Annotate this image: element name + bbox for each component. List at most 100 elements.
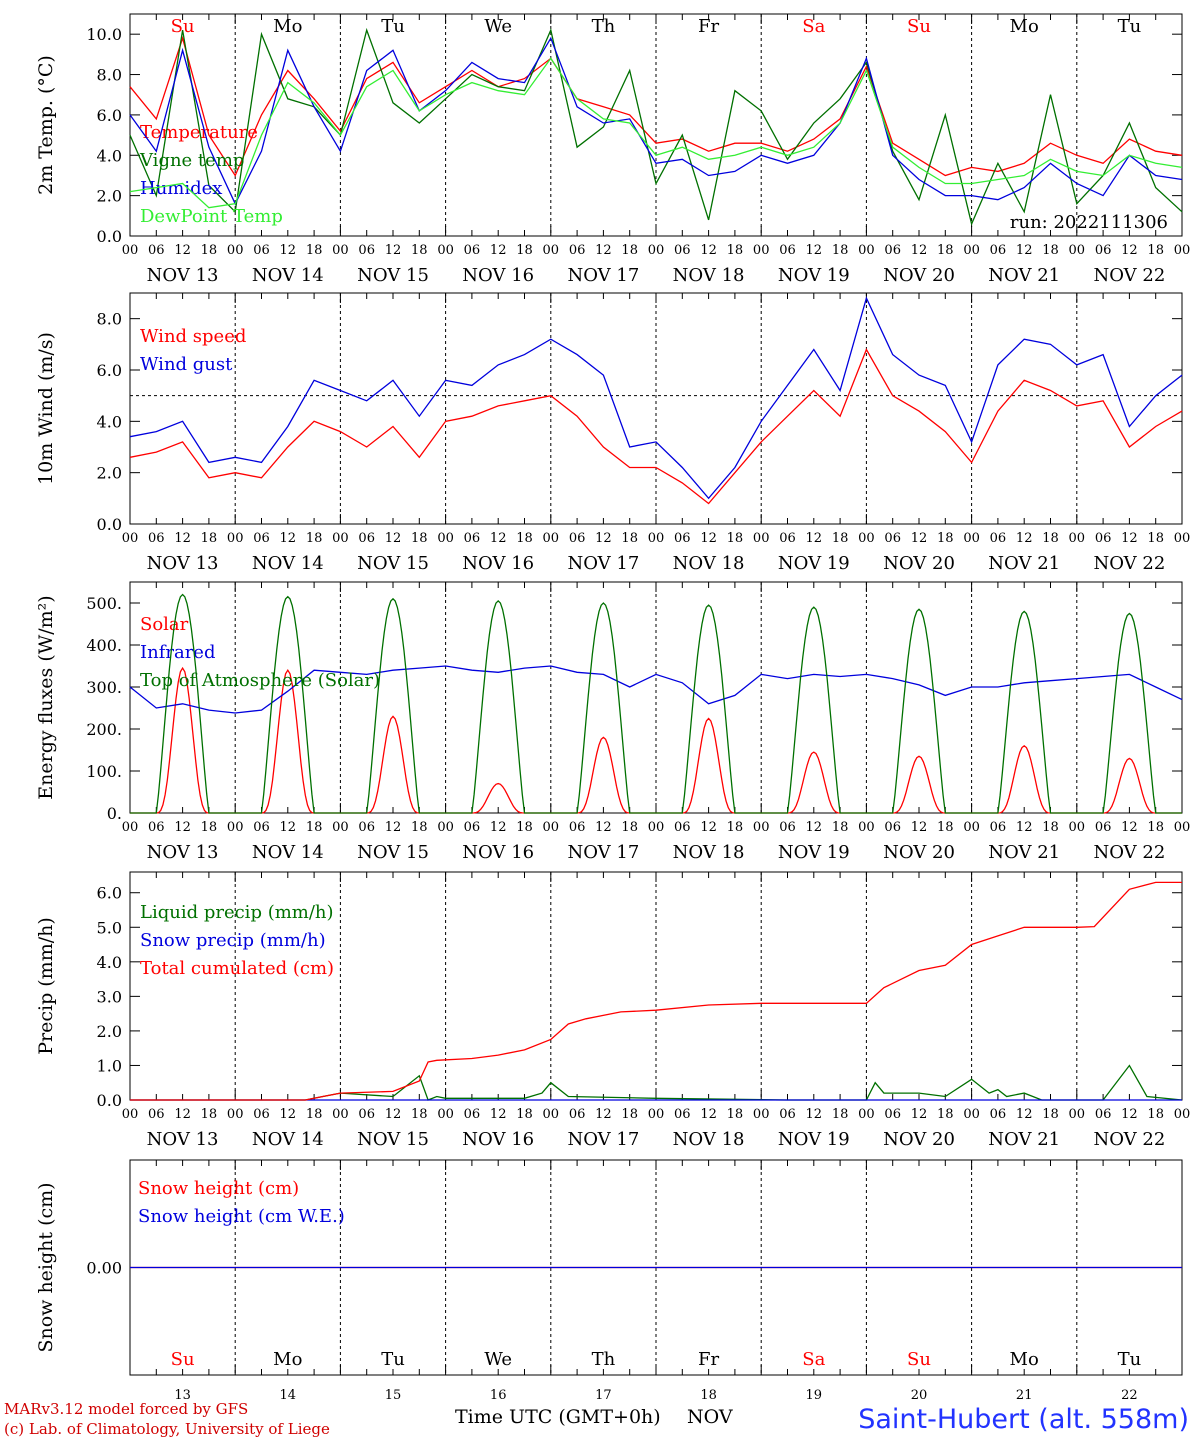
hour-label: 00 [437, 531, 454, 546]
legend-entry: Humidex [140, 178, 222, 199]
hour-label: 06 [674, 820, 691, 835]
hour-label: 18 [937, 531, 954, 546]
series-line [129, 57, 1183, 209]
hour-label: 06 [1095, 820, 1112, 835]
hour-label: 18 [516, 243, 533, 258]
day-name: Mo [1010, 16, 1039, 37]
panel-2: 0.0 2.0 4.0 6.0 8.0 10m Wind (m/s) Wind speed W… [35, 292, 1190, 574]
model-credit: MARv3.12 model forced by GFS [4, 1400, 248, 1418]
hour-label: 12 [385, 1107, 402, 1122]
hour-label: 00 [648, 531, 665, 546]
date-label: NOV 17 [567, 842, 639, 863]
hour-label: 00 [543, 531, 560, 546]
date-label: NOV 13 [147, 842, 219, 863]
day-name: Su [171, 16, 195, 37]
y-tick-label: 10.0 [86, 25, 122, 44]
y-axis-label: Energy fluxes (W/m²) [35, 595, 57, 799]
date-label: NOV 17 [567, 553, 639, 574]
date-label: NOV 14 [252, 265, 324, 286]
hour-label: 12 [700, 243, 717, 258]
hour-label: 00 [648, 243, 665, 258]
day-name: Mo [273, 16, 302, 37]
hour-label: 12 [911, 531, 928, 546]
date-label: NOV 22 [1093, 1129, 1165, 1150]
day-number: 17 [595, 1388, 612, 1403]
hour-label: 00 [858, 243, 875, 258]
day-number: 20 [911, 1388, 928, 1403]
hour-label: 18 [306, 243, 323, 258]
date-label: NOV 16 [462, 553, 534, 574]
hour-label: 06 [464, 243, 481, 258]
hour-label: 12 [806, 1107, 823, 1122]
hour-label: 06 [779, 243, 796, 258]
day-name: Mo [1010, 1349, 1039, 1370]
day-number: 19 [806, 1388, 823, 1403]
hour-label: 00 [1069, 243, 1086, 258]
hour-label: 12 [280, 1107, 297, 1122]
hour-label: 18 [832, 820, 849, 835]
hour-label: 12 [490, 1107, 507, 1122]
hour-label: 00 [753, 1107, 770, 1122]
hour-label: 06 [358, 1107, 375, 1122]
day-name: Su [907, 1349, 931, 1370]
date-label: NOV 20 [883, 553, 955, 574]
day-name: We [484, 16, 512, 37]
hour-label: 00 [1069, 1107, 1086, 1122]
hour-label: 00 [122, 1107, 139, 1122]
hour-label: 12 [490, 531, 507, 546]
hour-label: 18 [1042, 1107, 1059, 1122]
station-title: Saint-Hubert (alt. 558m) [858, 1404, 1189, 1435]
hour-label: 12 [385, 531, 402, 546]
hour-label: 18 [937, 243, 954, 258]
hour-label: 06 [884, 1107, 901, 1122]
panel-3: 0. 100. 200. 300. 400. 500. Energy fluxes (W/m… [35, 581, 1191, 863]
hour-label: 06 [253, 1107, 270, 1122]
hour-label: 12 [490, 820, 507, 835]
hour-label: 00 [1174, 820, 1191, 835]
hour-label: 12 [174, 243, 191, 258]
y-axis-label: 10m Wind (m/s) [35, 332, 57, 485]
hour-label: 18 [201, 531, 218, 546]
y-tick-label: 0.0 [97, 227, 122, 246]
hour-label: 12 [1016, 243, 1033, 258]
date-label: NOV 16 [462, 1129, 534, 1150]
hour-label: 06 [779, 531, 796, 546]
hour-label: 18 [516, 531, 533, 546]
hour-label: 06 [569, 531, 586, 546]
hour-label: 12 [1121, 820, 1138, 835]
y-tick-label: 4.0 [97, 146, 122, 165]
hour-label: 12 [280, 531, 297, 546]
hour-label: 12 [700, 531, 717, 546]
hour-label: 12 [1121, 243, 1138, 258]
hour-label: 00 [648, 820, 665, 835]
hour-label: 12 [385, 820, 402, 835]
run-label: run: 2022111306 [1010, 212, 1168, 233]
hour-label: 18 [411, 1107, 428, 1122]
day-name: Tu [1118, 1349, 1142, 1370]
hour-label: 18 [727, 820, 744, 835]
hour-label: 18 [306, 820, 323, 835]
legend-entry: Temperature [140, 122, 258, 143]
hour-label: 18 [1042, 820, 1059, 835]
hour-label: 12 [595, 531, 612, 546]
hour-label: 12 [1016, 1107, 1033, 1122]
hour-label: 06 [674, 243, 691, 258]
hour-label: 18 [832, 243, 849, 258]
y-tick-label: 5.0 [97, 918, 122, 937]
series-line [129, 296, 1183, 500]
footer: MARv3.12 model forced by GFS (c) Lab. of… [4, 1400, 1189, 1438]
hour-label: 18 [201, 1107, 218, 1122]
date-label: NOV 18 [673, 1129, 745, 1150]
hour-label: 18 [621, 531, 638, 546]
hour-label: 00 [963, 1107, 980, 1122]
hour-label: 06 [464, 820, 481, 835]
hour-label: 12 [806, 531, 823, 546]
date-label: NOV 22 [1093, 265, 1165, 286]
date-label: NOV 17 [567, 1129, 639, 1150]
day-number: 15 [385, 1388, 402, 1403]
day-number: 18 [700, 1388, 717, 1403]
legend-entry: Liquid precip (mm/h) [140, 902, 334, 923]
hour-label: 12 [174, 820, 191, 835]
hour-label: 06 [779, 1107, 796, 1122]
